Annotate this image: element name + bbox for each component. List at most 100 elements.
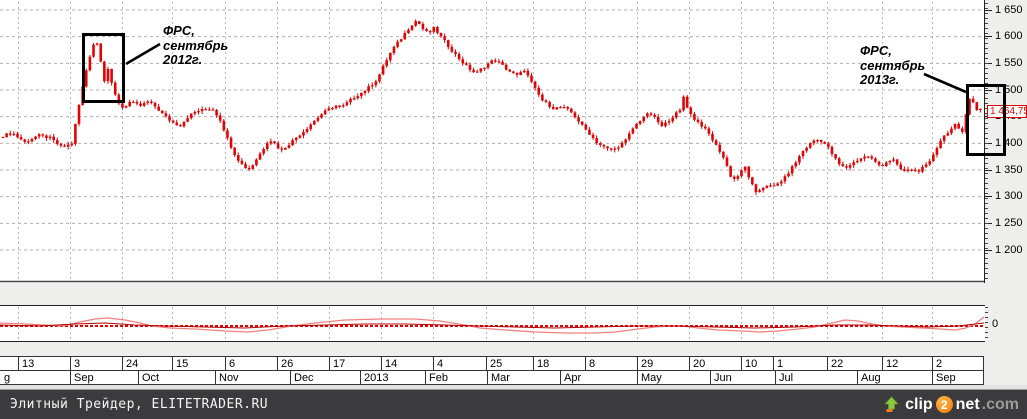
- candle-body: [124, 106, 128, 108]
- time-axis-months[interactable]: g Sep Oct Nov Dec 2013 Feb Mar Apr May Jun Jul Aug Se…: [0, 371, 984, 385]
- candle-body: [707, 128, 711, 134]
- candle-body: [338, 105, 341, 107]
- candle-body: [718, 144, 722, 152]
- time-axis-days[interactable]: 13 3 24 15 6 26 17 14 4 25 18 8 29 20 10 1 22 12 2: [0, 356, 984, 371]
- price-axis-tick: [985, 222, 992, 224]
- candle-body: [530, 75, 533, 82]
- candle-body: [186, 118, 189, 122]
- candle-body: [794, 162, 798, 167]
- candle-body: [265, 143, 269, 150]
- candle-body: [664, 122, 667, 127]
- candle-body: [48, 136, 52, 139]
- candle-body: [399, 39, 403, 42]
- candle-body: [276, 143, 280, 149]
- candle-body: [566, 107, 570, 109]
- candle-body: [562, 107, 566, 109]
- candle-body: [570, 108, 573, 113]
- candle-body: [635, 123, 638, 129]
- candle-body: [599, 143, 602, 145]
- candle-body: [465, 63, 468, 65]
- candle-body: [743, 166, 747, 171]
- candle-body: [146, 101, 150, 104]
- candle-body: [765, 185, 769, 188]
- candle-body: [964, 114, 968, 132]
- day-tick-divider: [486, 357, 487, 370]
- month-cell-label: Dec: [294, 372, 314, 384]
- candle-body: [678, 110, 682, 113]
- candle-body: [298, 135, 302, 138]
- candle-body: [323, 110, 327, 115]
- annotation-pointer-line: [125, 42, 161, 66]
- day-tick-label: 12: [886, 358, 899, 370]
- candle-body: [74, 123, 77, 144]
- candle-body: [381, 65, 385, 75]
- candle-body: [63, 145, 66, 147]
- candle-body: [559, 107, 562, 109]
- candle-body: [273, 141, 276, 144]
- candle-body: [52, 136, 55, 141]
- price-axis-minor-ticks: [985, 3, 988, 281]
- candle-body: [99, 43, 103, 62]
- candle-body: [714, 140, 718, 145]
- candle-body: [30, 139, 34, 142]
- candle-body: [226, 130, 229, 138]
- candle-body: [392, 46, 396, 53]
- candle-body: [443, 36, 446, 41]
- month-cell-divider: [932, 371, 933, 384]
- candle-body: [16, 133, 19, 138]
- main-price-chart[interactable]: [0, 0, 985, 283]
- candle-body: [942, 135, 946, 141]
- candle-body: [494, 60, 497, 62]
- day-tick-label: 20: [693, 358, 706, 370]
- day-tick-label: 2: [936, 358, 943, 370]
- candle-body: [436, 27, 439, 33]
- candle-body: [396, 41, 399, 47]
- day-tick-divider: [172, 357, 173, 370]
- clip2net-logo[interactable]: clip 2 net .com: [882, 390, 1019, 419]
- candle-body: [584, 124, 588, 130]
- day-tick-divider: [18, 357, 19, 370]
- candle-body: [685, 96, 689, 108]
- candle-body: [627, 133, 631, 140]
- candle-body: [421, 23, 425, 30]
- price-axis-tick: [985, 36, 992, 38]
- candle-body: [671, 117, 674, 122]
- candle-body: [331, 107, 334, 110]
- candle-body: [407, 29, 410, 33]
- candle-body: [751, 177, 754, 185]
- month-cell-divider: [857, 371, 858, 384]
- candle-body: [895, 159, 899, 165]
- month-cell-label: May: [641, 372, 662, 384]
- candle-body: [631, 128, 635, 134]
- candle-body: [229, 137, 233, 148]
- candle-body: [816, 140, 819, 142]
- highlight-box-fed-sep-2013: [966, 84, 1006, 156]
- candle-body: [588, 129, 591, 135]
- month-cell-divider: [290, 371, 291, 384]
- candle-body: [150, 101, 153, 103]
- candle-body: [432, 27, 436, 32]
- candle-body: [291, 140, 294, 146]
- candle-body: [5, 133, 8, 138]
- candle-body: [168, 116, 171, 121]
- candle-body: [801, 150, 805, 157]
- month-cell-label: Feb: [429, 372, 448, 384]
- day-tick-label: 15: [176, 358, 189, 370]
- candle-body: [189, 113, 193, 119]
- candle-body: [541, 94, 544, 101]
- day-tick-label: 13: [22, 358, 35, 370]
- day-tick-label: 10: [745, 358, 758, 370]
- candle-body: [497, 61, 501, 63]
- candle-body: [305, 129, 309, 132]
- candle-body: [776, 183, 779, 186]
- oscillator-panel[interactable]: [0, 305, 985, 342]
- candle-body: [780, 181, 783, 184]
- candle-body: [620, 142, 624, 148]
- candle-body: [128, 101, 131, 107]
- logo-text-clip: clip: [905, 395, 933, 413]
- candle-body: [418, 21, 421, 24]
- day-tick-label: 3: [74, 358, 81, 370]
- candle-body: [899, 164, 903, 170]
- candle-body: [819, 140, 823, 142]
- candle-body: [649, 113, 653, 115]
